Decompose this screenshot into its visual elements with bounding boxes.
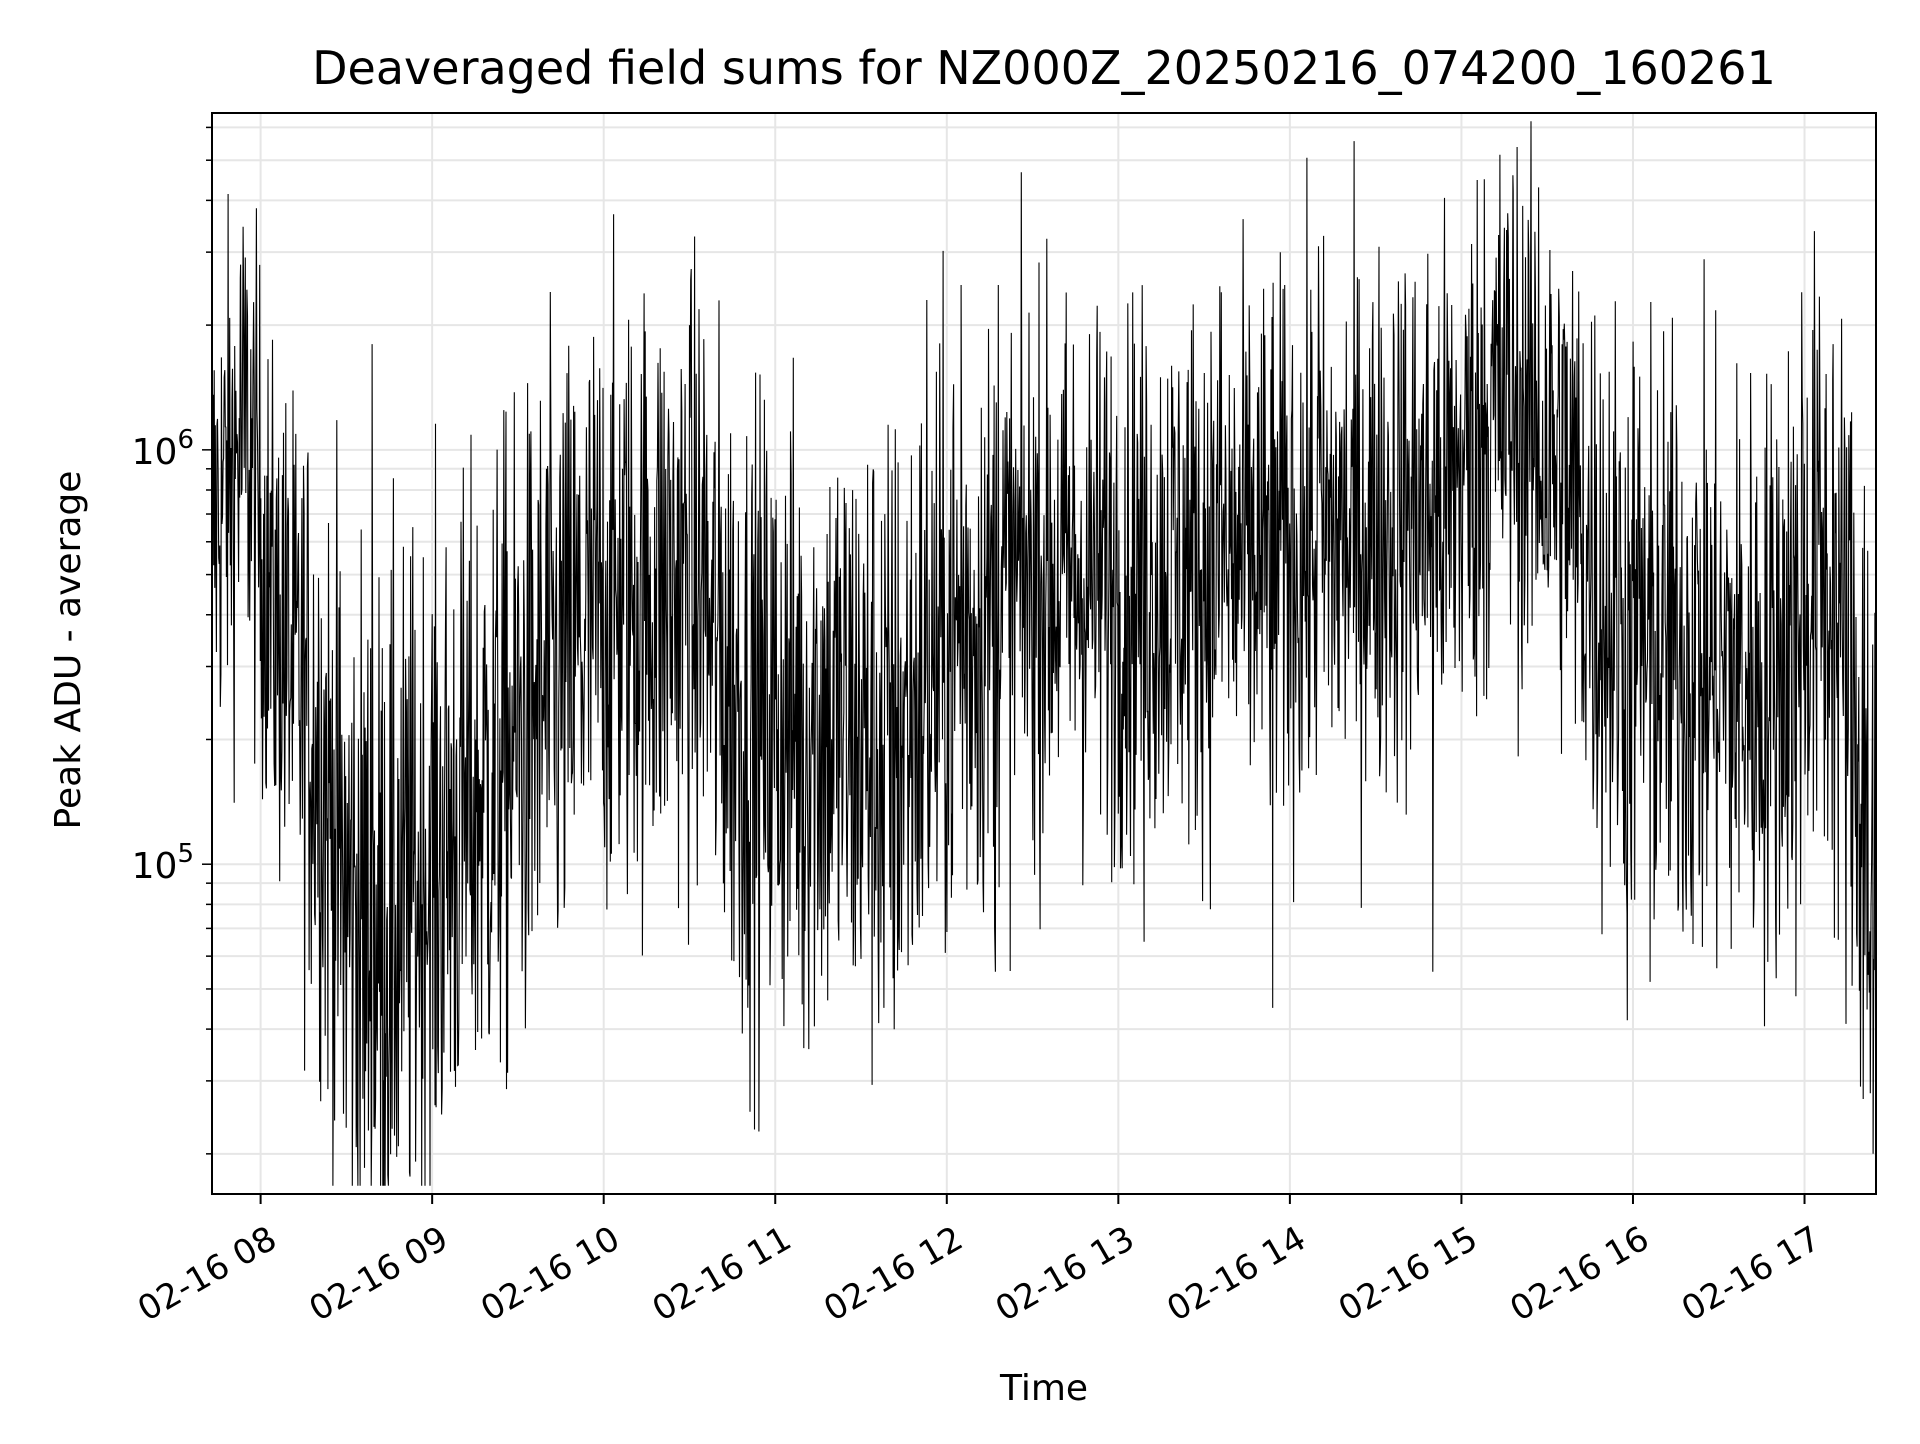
chart-title: Deaveraged field sums for NZ000Z_2025021… xyxy=(312,41,1776,95)
series-layer xyxy=(211,121,1877,1186)
x-axis-label: Time xyxy=(999,1368,1088,1409)
y-axis-label: Peak ADU - average xyxy=(48,471,89,830)
series-line xyxy=(211,121,1877,1186)
axes-frame xyxy=(211,112,1877,1195)
y-tick-label: 106 xyxy=(132,425,194,473)
y-tick-label: 105 xyxy=(132,839,194,887)
